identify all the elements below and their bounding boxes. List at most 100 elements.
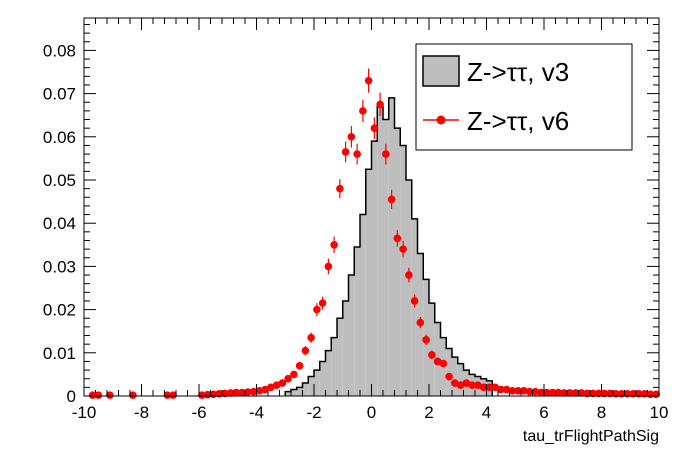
data-point — [428, 350, 436, 360]
data-point — [462, 379, 471, 387]
y-tick-label: 0.08 — [43, 41, 76, 60]
point-marker — [445, 372, 453, 381]
histogram-bar — [337, 318, 343, 396]
point-marker — [347, 133, 356, 141]
data-point — [94, 391, 103, 399]
point-marker — [341, 148, 350, 156]
point-marker — [295, 361, 304, 370]
y-tick-label: 0.01 — [43, 344, 76, 363]
x-tick-label: 6 — [539, 403, 548, 422]
data-point — [387, 189, 396, 209]
histogram-bar — [400, 145, 406, 396]
histogram-bar — [360, 214, 366, 396]
point-marker — [88, 391, 97, 399]
point-marker — [428, 351, 436, 359]
data-point — [594, 389, 603, 398]
histogram-bar — [319, 361, 326, 396]
data-point — [347, 126, 356, 148]
point-marker — [307, 333, 315, 342]
x-tick-label: 10 — [650, 403, 669, 422]
point-marker — [353, 150, 361, 158]
point-marker — [525, 387, 534, 396]
data-point — [433, 357, 442, 366]
data-points-layer — [88, 68, 660, 399]
point-marker — [267, 383, 275, 392]
data-point — [244, 388, 252, 396]
x-tick-label: -6 — [191, 403, 206, 422]
histogram-bar — [383, 119, 389, 397]
point-marker — [376, 100, 384, 109]
y-tick-label: 0.03 — [43, 257, 76, 276]
point-marker — [232, 388, 241, 397]
point-marker — [422, 336, 430, 344]
data-point — [485, 383, 494, 392]
histogram-bar — [457, 363, 464, 396]
y-tick-label: 0.07 — [43, 85, 76, 104]
point-marker — [301, 346, 310, 355]
point-marker — [566, 389, 574, 397]
point-marker — [479, 383, 488, 392]
data-point — [497, 385, 505, 394]
point-marker — [221, 389, 229, 398]
data-point — [307, 332, 315, 343]
data-point — [278, 379, 287, 387]
point-marker — [330, 241, 338, 249]
point-marker — [433, 357, 442, 366]
point-marker — [272, 381, 281, 390]
data-point — [290, 370, 298, 379]
data-point — [600, 389, 609, 398]
data-point — [261, 385, 269, 394]
data-point — [336, 179, 344, 199]
legend: Z->ττ, v3 Z->ττ, v6 — [415, 43, 633, 151]
data-point — [295, 361, 304, 370]
point-marker — [387, 195, 396, 204]
point-marker — [410, 297, 419, 305]
histogram-outline — [284, 97, 493, 396]
x-tick-label: -8 — [134, 403, 149, 422]
data-point — [330, 236, 338, 254]
point-marker — [393, 234, 402, 243]
axis-ticks-layer: -10 -8 -6 -4 -2 0 2 4 6 8 10 0 0.01 0.02 0.03 0.04 0.05 0… — [43, 18, 669, 422]
point-marker — [238, 388, 246, 397]
x-tick-label: 4 — [482, 403, 491, 422]
data-point — [520, 387, 528, 395]
histogram-bar — [308, 376, 314, 396]
point-marker — [198, 391, 206, 399]
point-marker — [261, 385, 269, 394]
point-marker — [497, 385, 505, 394]
y-tick-label: 0.05 — [43, 171, 76, 190]
point-marker — [129, 391, 137, 399]
point-marker — [543, 388, 551, 397]
data-point — [198, 391, 206, 399]
data-point — [589, 389, 597, 398]
point-marker — [508, 387, 517, 395]
x-tick-label: 8 — [597, 403, 606, 422]
data-point — [393, 230, 402, 247]
legend-swatch-v3 — [422, 55, 460, 87]
data-point — [284, 374, 292, 383]
point-marker — [594, 389, 603, 398]
data-point — [468, 381, 476, 390]
data-point — [341, 141, 350, 163]
histogram-bar — [406, 180, 412, 396]
y-tick-label: 0.06 — [43, 128, 76, 147]
data-point — [232, 388, 241, 397]
histogram-bar — [296, 387, 303, 396]
point-marker — [451, 379, 459, 387]
point-marker — [589, 389, 597, 398]
data-point — [491, 383, 499, 392]
point-marker — [163, 391, 172, 399]
histogram-bar — [388, 97, 395, 397]
point-marker — [324, 262, 333, 271]
point-marker — [249, 387, 258, 396]
point-marker — [416, 318, 425, 327]
point-marker — [318, 299, 327, 307]
data-point — [399, 240, 407, 258]
data-point — [382, 143, 390, 165]
data-point — [313, 303, 321, 317]
histogram-bar — [314, 370, 320, 396]
point-marker — [606, 389, 614, 398]
histogram-bar — [302, 383, 309, 396]
x-axis-title: tau_trFlightPathSig — [523, 428, 659, 445]
data-point — [577, 389, 586, 397]
